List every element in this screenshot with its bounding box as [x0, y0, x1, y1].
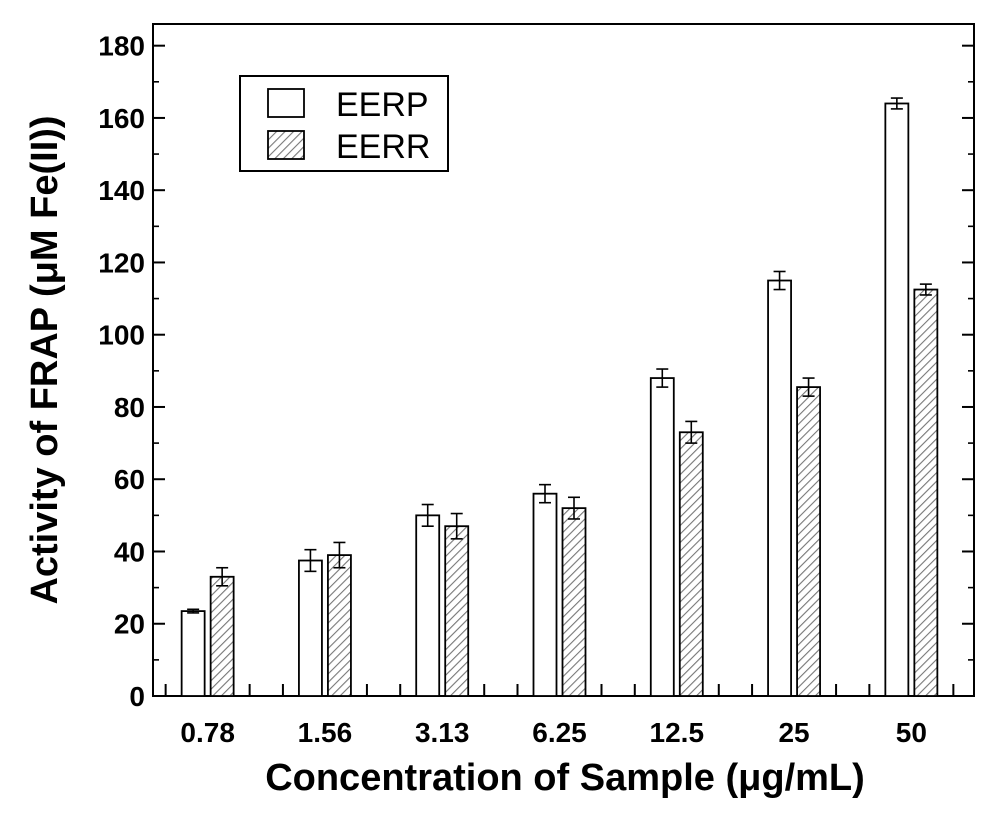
bar-eerp — [180, 610, 206, 697]
error-bars — [187, 97, 932, 614]
x-tick-label: 3.13 — [415, 717, 470, 748]
legend: EERP EERR — [239, 75, 449, 172]
bar-eerp — [649, 377, 675, 697]
y-tick-label: 140 — [98, 175, 145, 206]
y-tick-label: 120 — [98, 247, 145, 278]
y-tick-label: 0 — [129, 681, 145, 712]
bar-series — [180, 102, 939, 697]
bar-eerp — [884, 102, 910, 697]
y-tick-label: 80 — [114, 392, 145, 423]
bar-eerr — [796, 386, 821, 697]
legend-label-eerr: EERR — [336, 128, 430, 166]
bar-eerr — [327, 554, 352, 697]
x-axis-ticks: 0.78 1.56 3.13 6.25 12.5 25 50 — [164, 684, 955, 748]
x-tick-label: 6.25 — [532, 717, 587, 748]
x-tick-label: 50 — [896, 717, 927, 748]
bar-eerp — [415, 514, 441, 697]
legend-swatch-eerp — [267, 88, 305, 118]
bar-eerr — [913, 288, 939, 697]
legend-swatch-eerr — [267, 130, 305, 160]
x-tick-label: 25 — [778, 717, 809, 748]
y-tick-label: 20 — [114, 609, 145, 640]
bar-eerp — [298, 559, 323, 697]
y-axis-ticks: 0 20 40 60 80 100 120 140 160 180 — [98, 31, 974, 712]
x-tick-label: 12.5 — [650, 717, 705, 748]
bar-eerr — [678, 431, 704, 697]
bar-eerp — [532, 492, 558, 697]
bar-eerr — [561, 507, 587, 697]
y-tick-label: 160 — [98, 103, 145, 134]
y-tick-label: 100 — [98, 320, 145, 351]
y-axis-title: Activity of FRAP (μM Fe(II)) — [24, 115, 66, 604]
bar-eerr — [209, 575, 235, 697]
legend-label-eerp: EERP — [336, 86, 429, 124]
x-tick-label: 1.56 — [298, 717, 353, 748]
x-tick-label: 0.78 — [180, 717, 235, 748]
y-tick-label: 180 — [98, 31, 145, 62]
y-tick-label: 60 — [114, 464, 145, 495]
x-axis-title: Concentration of Sample (μg/mL) — [265, 757, 865, 799]
y-tick-label: 40 — [114, 536, 145, 567]
bar-eerr — [444, 525, 470, 697]
bar-eerp — [767, 279, 792, 697]
